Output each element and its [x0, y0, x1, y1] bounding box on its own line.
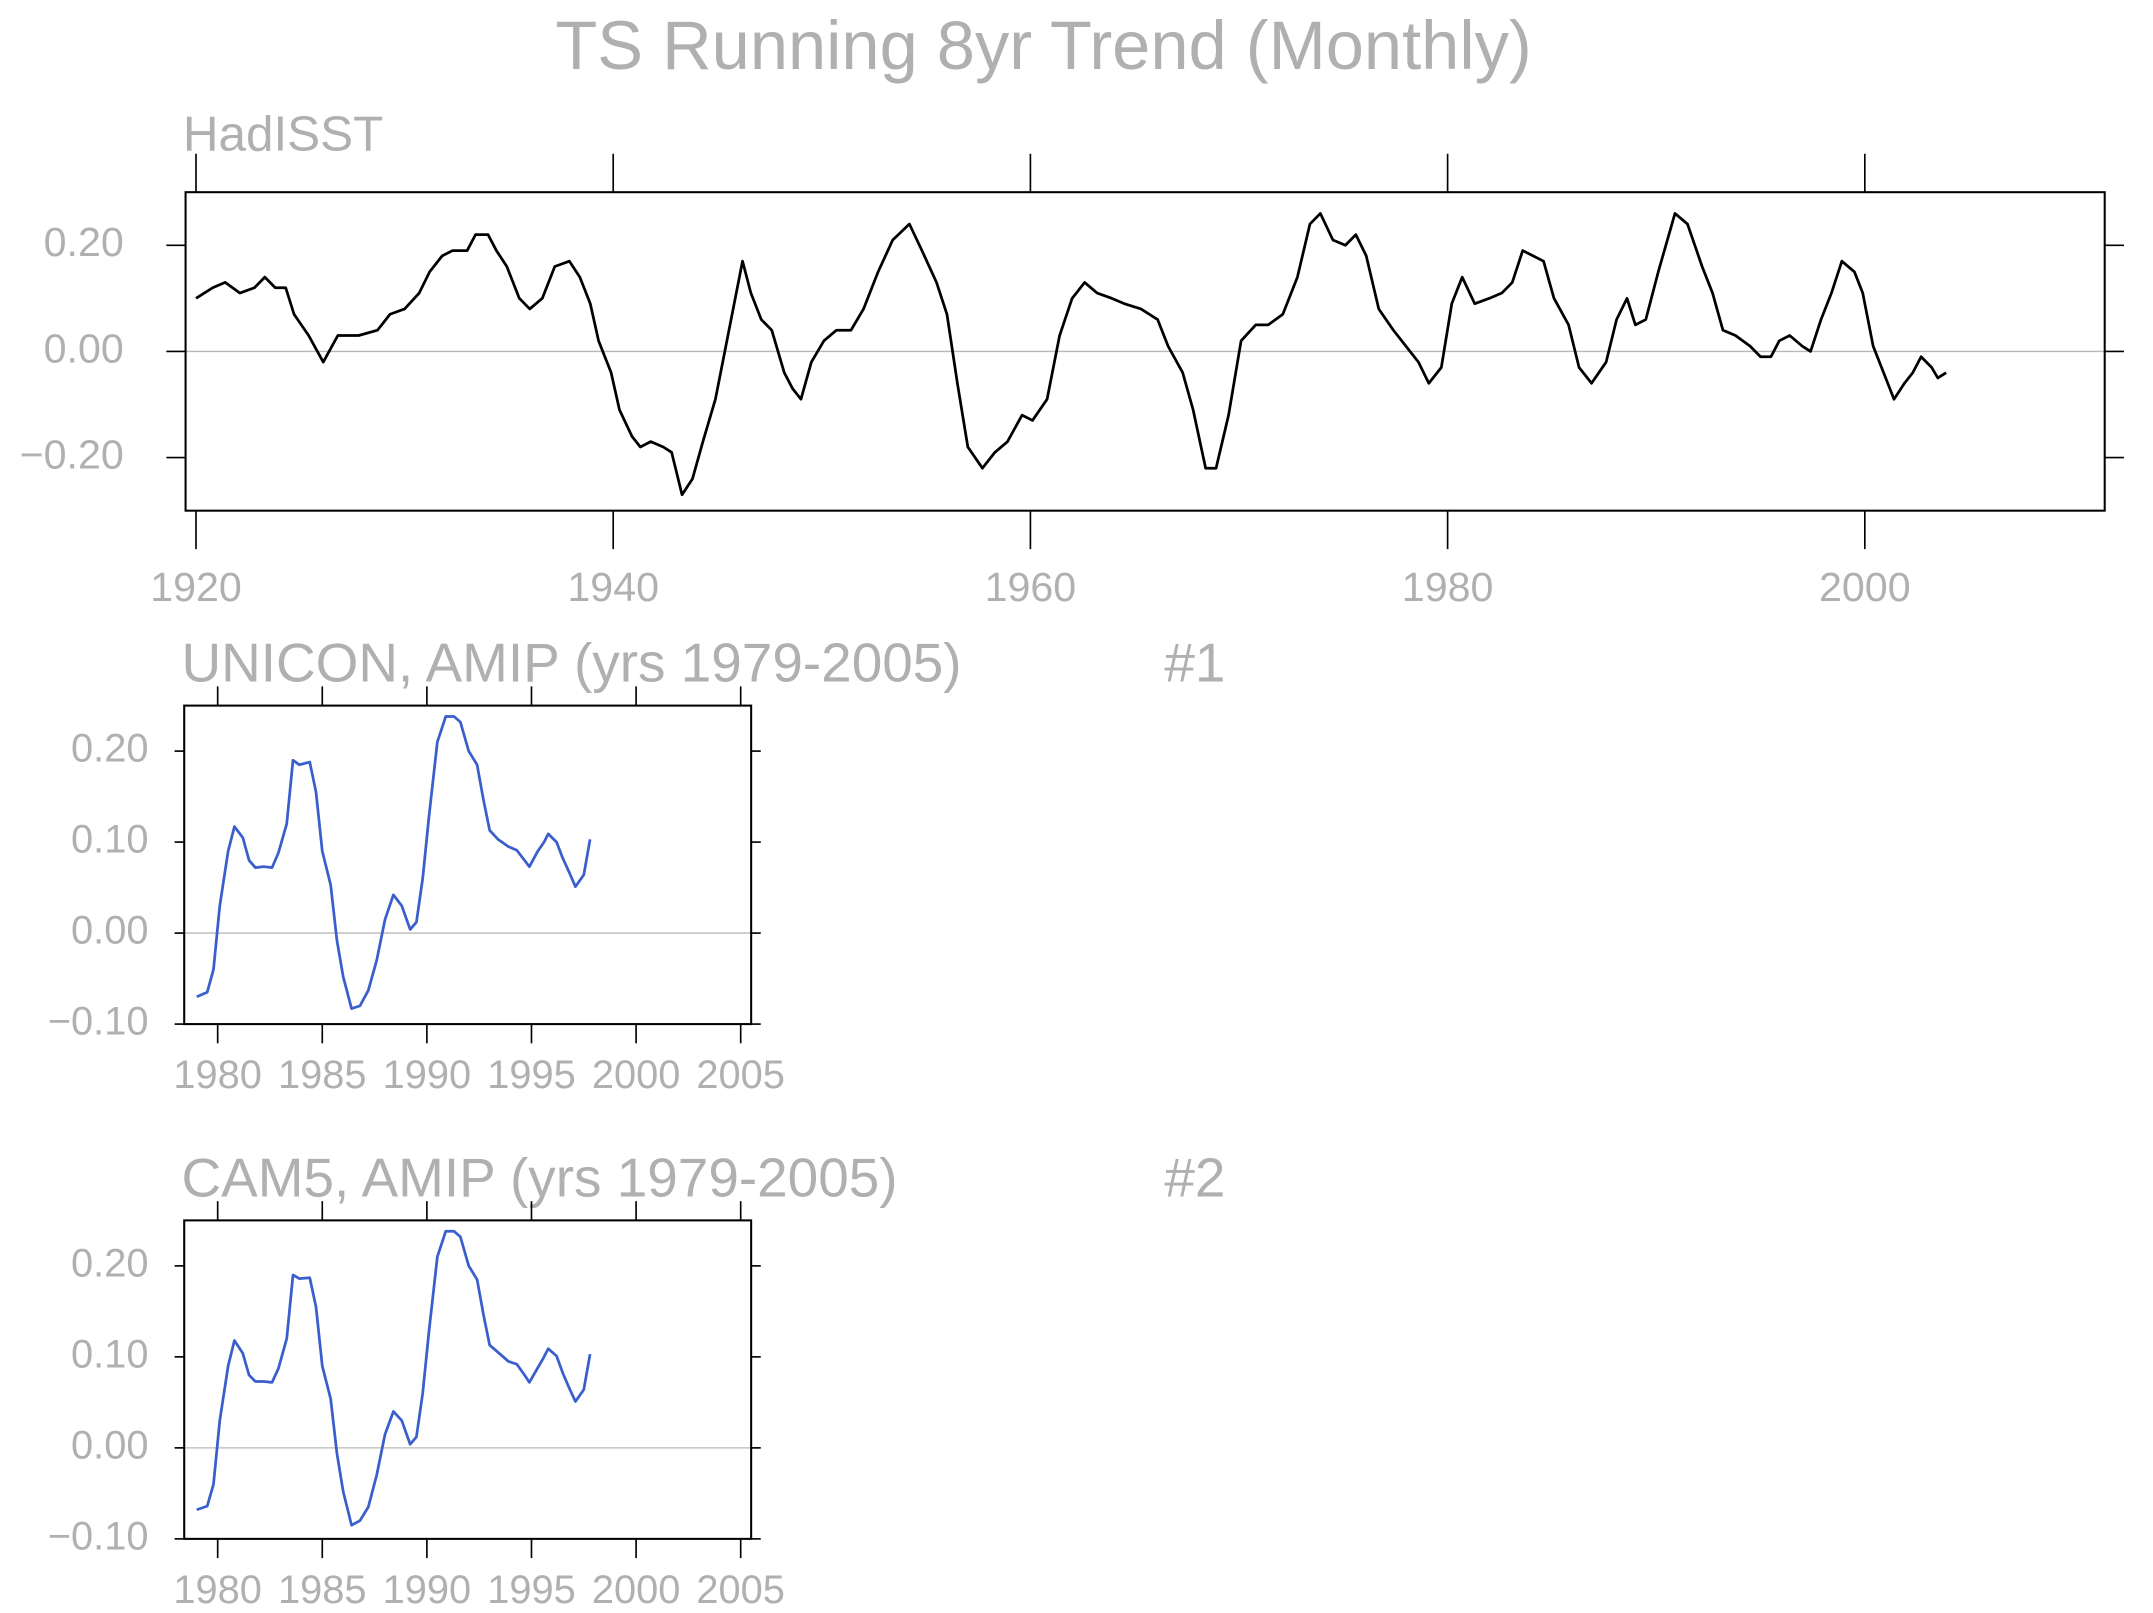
plot-frame: [183, 1219, 753, 1540]
y-tick-label: 0.00: [44, 325, 124, 371]
figure-title: TS Running 8yr Trend (Monthly): [555, 7, 1531, 84]
x-tick-label: 1940: [567, 564, 659, 610]
x-tick-label: 1995: [487, 1053, 576, 1097]
x-tick-label: 1960: [985, 564, 1077, 610]
y-tick-label: −0.10: [48, 1000, 149, 1044]
data-line: [195, 212, 1947, 497]
y-tick-label: −0.20: [20, 431, 124, 477]
y-tick-label: 0.00: [71, 1423, 148, 1467]
panel-title: UNICON, AMIP (yrs 1979-2005): [181, 632, 961, 694]
x-tick-label: 1980: [173, 1053, 262, 1097]
x-tick-label: 2005: [696, 1053, 785, 1097]
y-tick-label: −0.10: [48, 1514, 149, 1558]
plot-frame: [183, 704, 753, 1026]
x-tick-label: 1980: [1402, 564, 1494, 610]
x-tick-label: 2000: [592, 1053, 681, 1097]
x-tick-label: 2005: [696, 1568, 785, 1612]
x-tick-label: 1995: [487, 1568, 576, 1612]
y-tick-label: 0.20: [71, 727, 148, 771]
x-tick-label: 1985: [278, 1568, 367, 1612]
x-tick-label: 1990: [383, 1053, 472, 1097]
y-tick-label: 0.20: [71, 1241, 148, 1285]
x-tick-label: 2000: [1819, 564, 1911, 610]
x-tick-label: 2000: [592, 1568, 681, 1612]
y-tick-label: 0.10: [71, 818, 148, 862]
y-tick-label: 0.20: [44, 219, 124, 265]
data-line: [196, 715, 592, 1010]
x-tick-label: 1985: [278, 1053, 367, 1097]
panel-annotation: #1: [1164, 632, 1225, 694]
x-tick-label: 1920: [150, 564, 242, 610]
panel-title: HadISST: [183, 106, 383, 161]
panel-annotation: #2: [1164, 1146, 1225, 1208]
y-tick-label: 0.10: [71, 1332, 148, 1376]
x-tick-label: 1990: [383, 1568, 472, 1612]
x-tick-label: 1980: [173, 1568, 262, 1612]
panel-title: CAM5, AMIP (yrs 1979-2005): [181, 1146, 897, 1208]
plot-frame: [184, 191, 2106, 512]
y-tick-label: 0.00: [71, 909, 148, 953]
data-line: [196, 1229, 592, 1527]
